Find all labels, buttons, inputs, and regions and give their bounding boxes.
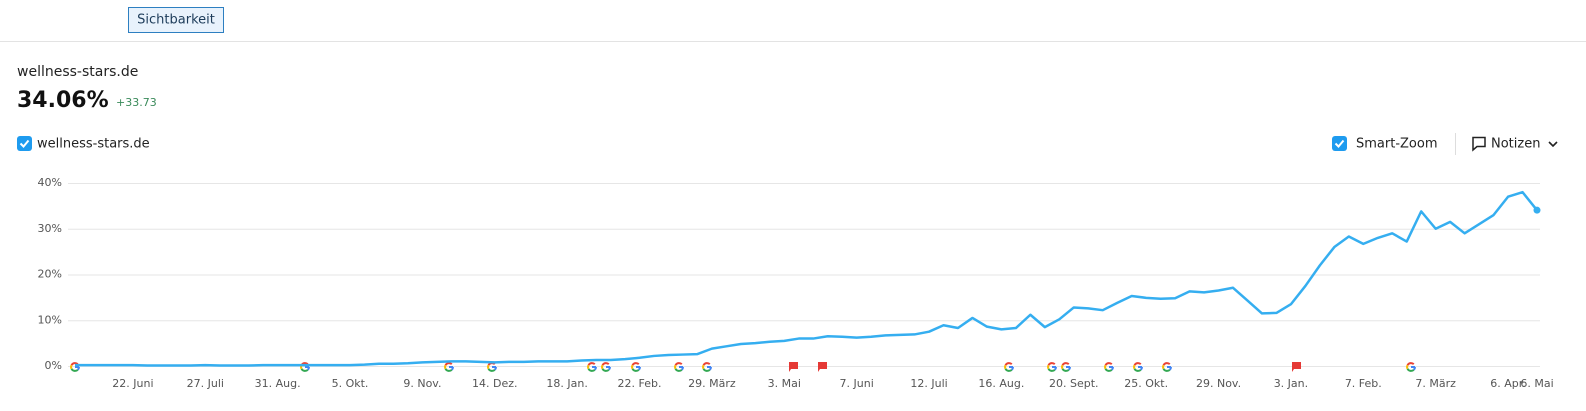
icon-part (489, 369, 495, 371)
x-tick-label: 20. Sept. (1049, 377, 1099, 390)
x-tick-label: 31. Aug. (255, 377, 301, 390)
icon-part (704, 363, 710, 365)
notes-icon[interactable] (1473, 138, 1485, 151)
icon-part (633, 369, 639, 371)
x-tick-label: 6. Mai (1520, 377, 1553, 390)
icon-part (1106, 369, 1112, 371)
x-tick-label: 14. Dez. (472, 377, 518, 390)
last-point (1534, 207, 1541, 214)
chevron[interactable] (1549, 142, 1557, 146)
notes-button[interactable]: Notizen (1491, 137, 1540, 152)
x-tick-label: 3. Jan. (1274, 377, 1308, 390)
icon-part (704, 369, 710, 371)
tab-label[interactable]: Sichtbarkeit (137, 13, 215, 28)
icon-part (603, 363, 609, 365)
icon-part (676, 363, 682, 365)
x-tick-label: 5. Okt. (332, 377, 369, 390)
y-tick-label: 20% (38, 268, 62, 281)
y-tick-label: 10% (38, 313, 62, 326)
icon-part (1135, 363, 1141, 365)
icon-part (1408, 363, 1414, 365)
icon-part (302, 369, 308, 371)
x-tick-label: 22. Feb. (618, 377, 662, 390)
icon-part (1006, 363, 1012, 365)
x-tick-label: 3. Mai (768, 377, 801, 390)
x-tick-label: 22. Juni (112, 377, 153, 390)
icon-part (676, 369, 682, 371)
smart-zoom-label[interactable]: Smart-Zoom (1356, 137, 1438, 152)
x-tick-label: 16. Aug. (978, 377, 1024, 390)
note-flag (789, 362, 798, 372)
x-tick-label: 18. Jan. (546, 377, 587, 390)
note-flag (1292, 362, 1301, 372)
y-tick-label: 40% (38, 176, 62, 189)
icon-part (1006, 369, 1012, 371)
icon-part (1164, 369, 1170, 371)
note-flag (818, 362, 827, 372)
y-tick-label: 30% (38, 222, 62, 235)
smart-zoom-checkbox[interactable] (1332, 136, 1347, 151)
icon-part (1049, 363, 1055, 365)
x-tick-label: 27. Juli (187, 377, 224, 390)
x-tick-label: 7. Juni (840, 377, 874, 390)
icon-part (72, 369, 78, 371)
domain-label: wellness-stars.de (17, 64, 138, 80)
icon-part (633, 363, 639, 365)
icon-part (589, 363, 595, 365)
icon-part (1135, 369, 1141, 371)
x-tick-label: 12. Juli (910, 377, 947, 390)
metric-change: +33.73 (116, 96, 157, 109)
icon-part (603, 369, 609, 371)
icon-part (1106, 363, 1112, 365)
x-tick-label: 9. Nov. (403, 377, 441, 390)
metric-value: 34.06% (17, 88, 109, 113)
icon-part (446, 363, 452, 365)
icon-part (446, 369, 452, 371)
icon-part (1063, 369, 1069, 371)
icon-part (1049, 369, 1055, 371)
x-tick-label: 29. Nov. (1196, 377, 1241, 390)
icon-part (1408, 369, 1414, 371)
legend-label[interactable]: wellness-stars.de (37, 137, 150, 152)
x-tick-label: 29. März (688, 377, 736, 390)
y-tick-label: 0% (45, 359, 62, 372)
icon-part (1164, 363, 1170, 365)
x-tick-label: 25. Okt. (1124, 377, 1168, 390)
icon-part (1063, 363, 1069, 365)
icon-part (589, 369, 595, 371)
series-line (75, 192, 1537, 365)
x-tick-label: 7. Feb. (1345, 377, 1382, 390)
x-tick-label: 7. März (1415, 377, 1456, 390)
legend-checkbox[interactable] (17, 136, 32, 151)
